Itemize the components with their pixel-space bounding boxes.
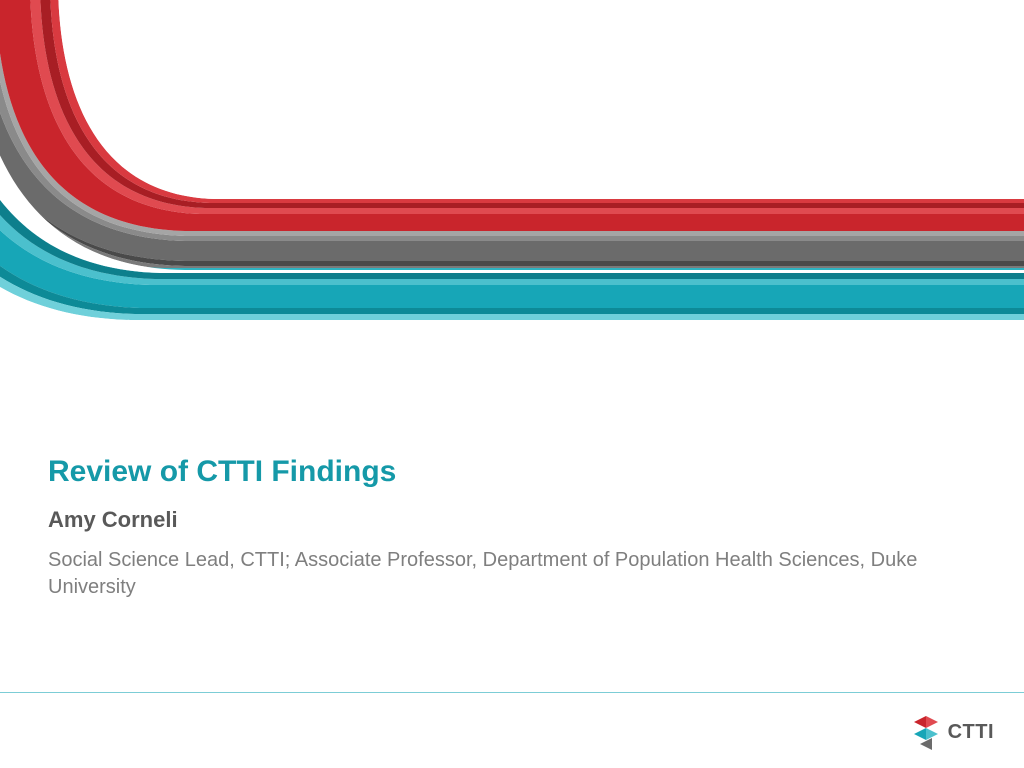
presenter-name: Amy Corneli — [48, 507, 976, 533]
slide-content: Review of CTTI Findings Amy Corneli Soci… — [48, 455, 976, 601]
ctti-logo-text: CTTI — [948, 721, 994, 744]
decorative-swoosh — [0, 0, 1024, 420]
footer-divider — [0, 692, 1024, 693]
ctti-logo-mark — [914, 714, 942, 750]
slide-title: Review of CTTI Findings — [48, 455, 976, 489]
ctti-logo: CTTI — [914, 714, 994, 750]
presentation-slide: Review of CTTI Findings Amy Corneli Soci… — [0, 0, 1024, 768]
presenter-role: Social Science Lead, CTTI; Associate Pro… — [48, 547, 976, 601]
